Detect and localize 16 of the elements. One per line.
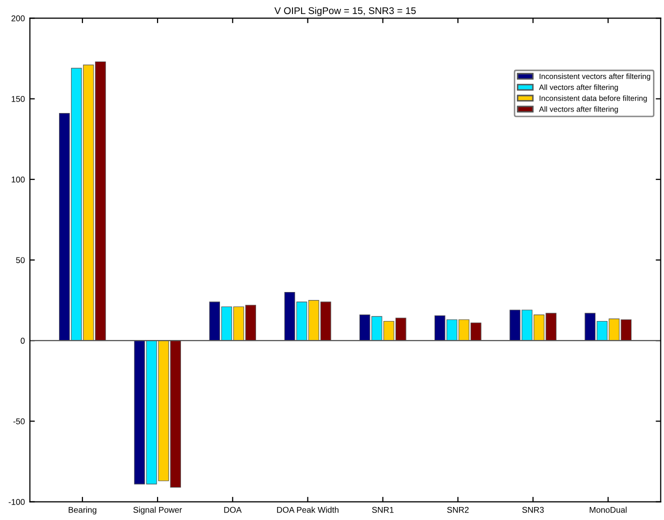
x-tick-label: DOA Peak Width bbox=[277, 506, 338, 513]
y-tick-label: 50 bbox=[16, 257, 25, 264]
y-tick-label: 150 bbox=[12, 96, 25, 102]
y-tick-label: 0 bbox=[20, 338, 25, 344]
chart-title: V OIPL SigPow = 15, SNR3 = 15 bbox=[274, 6, 416, 16]
x-tick-label: DOA bbox=[224, 506, 242, 513]
y-tick-label: 200 bbox=[12, 15, 25, 22]
x-tick-label: SNR1 bbox=[372, 506, 394, 513]
y-tick-label: -100 bbox=[8, 499, 25, 505]
y-tick-label: 100 bbox=[12, 176, 25, 182]
x-tick-label: Signal Power bbox=[133, 506, 182, 514]
x-tick-label: Bearing bbox=[68, 506, 96, 514]
x-tick-label: SNR2 bbox=[447, 506, 469, 513]
x-tick-label: SNR3 bbox=[522, 506, 544, 513]
y-tick-label: -50 bbox=[13, 418, 25, 424]
x-tick-label: MonoDual bbox=[590, 506, 627, 513]
